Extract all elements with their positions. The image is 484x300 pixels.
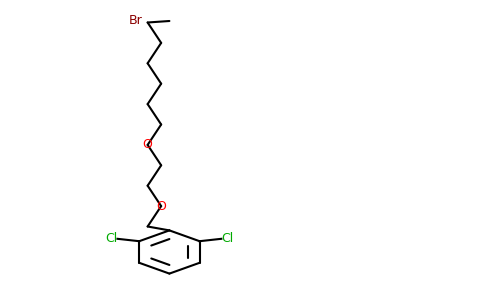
Text: Cl: Cl — [105, 232, 118, 245]
Text: Br: Br — [129, 14, 143, 28]
Text: O: O — [143, 138, 152, 152]
Text: O: O — [156, 200, 166, 213]
Text: Cl: Cl — [221, 232, 234, 245]
